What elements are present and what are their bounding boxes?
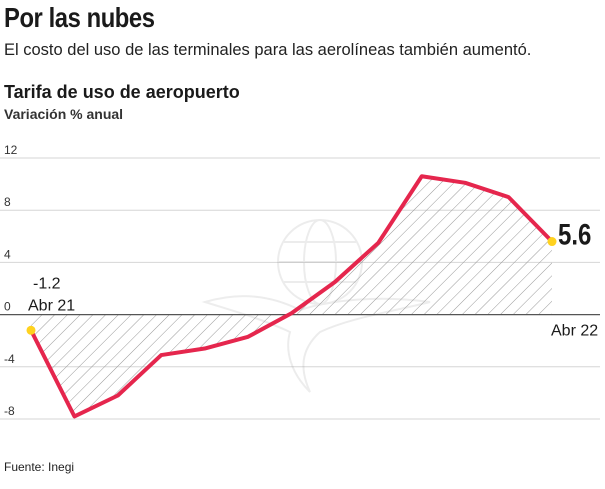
- chart-title: Tarifa de uso de aeropuerto: [4, 82, 240, 102]
- series-line: [29, 174, 554, 419]
- y-tick-label: 8: [4, 195, 11, 209]
- source-note: Fuente: Inegi: [4, 460, 75, 474]
- y-tick-label: -8: [4, 404, 15, 418]
- y-tick-label: 4: [4, 247, 11, 261]
- subtitle: El costo del uso de las terminales para …: [4, 41, 532, 59]
- data-point: [246, 335, 250, 339]
- start-date-label: Abr 21: [28, 298, 75, 315]
- area-fill: [31, 176, 552, 417]
- data-point: [376, 241, 380, 245]
- end-value-label: 5.6: [558, 217, 591, 251]
- y-tick-label: 0: [4, 300, 11, 314]
- end-date-label: Abr 22: [551, 323, 598, 340]
- data-point: [333, 280, 337, 284]
- data-point: [420, 174, 424, 178]
- data-point: [463, 181, 467, 185]
- y-tick-label: 12: [4, 143, 18, 157]
- endpoint-marker: [26, 325, 36, 335]
- chart-subtitle: Variación % anual: [4, 106, 124, 122]
- data-point: [290, 311, 294, 315]
- data-point: [72, 414, 76, 418]
- start-value-label: -1.2: [33, 276, 61, 293]
- data-point: [116, 394, 120, 398]
- headline: Por las nubes: [4, 2, 155, 33]
- data-point: [507, 195, 511, 199]
- data-point: [159, 353, 163, 357]
- data-point: [203, 347, 207, 351]
- y-tick-label: -4: [4, 352, 15, 366]
- endpoint-marker: [547, 237, 557, 247]
